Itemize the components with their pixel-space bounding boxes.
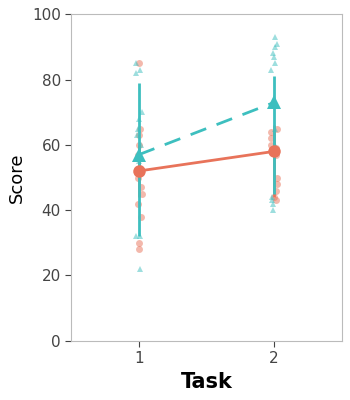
Y-axis label: Score: Score [8,152,26,203]
X-axis label: Task: Task [181,372,232,392]
